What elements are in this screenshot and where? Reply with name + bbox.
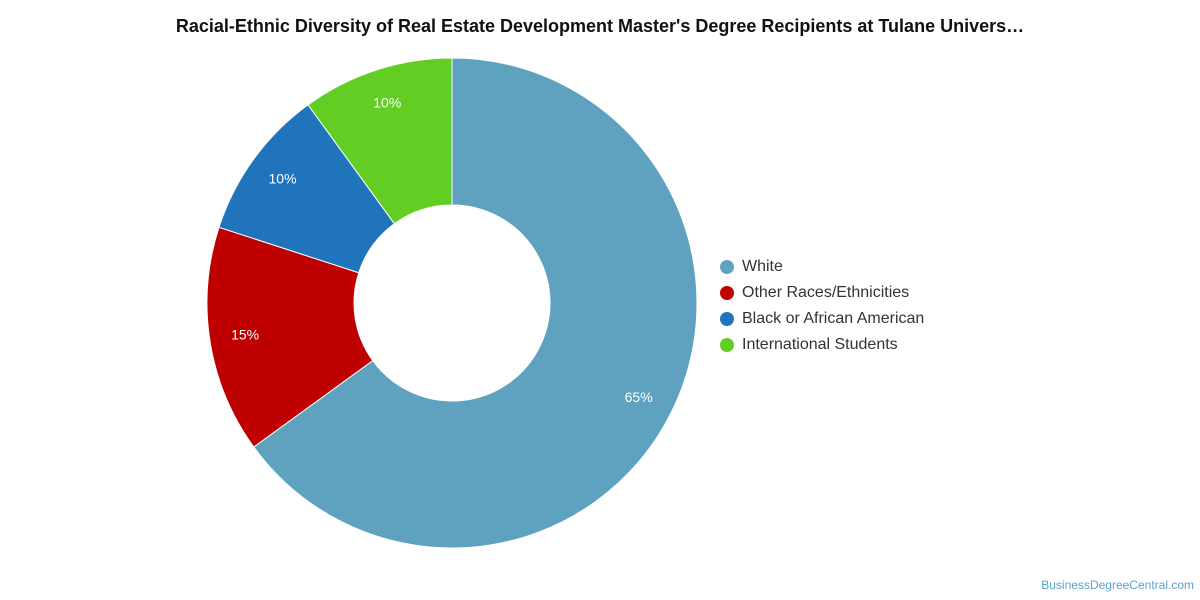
legend-label: Black or African American [742,310,925,327]
legend-item[interactable]: Other Races/Ethnicities [720,280,924,306]
slice-label: 10% [269,171,297,187]
slice-label: 10% [373,94,401,110]
legend-item[interactable]: Black or African American [720,306,924,332]
slice-label: 65% [625,389,653,405]
chart-title: Racial-Ethnic Diversity of Real Estate D… [175,16,1025,36]
legend: White Other Races/Ethnicities Black or Afr… [720,254,924,358]
legend-swatch-icon [720,260,734,274]
legend-label: White [742,258,783,275]
legend-swatch-icon [720,338,734,352]
watermark-link[interactable]: BusinessDegreeCentral.com [1041,578,1194,592]
slice-other-races-ethnicities[interactable] [206,226,374,448]
legend-label: Other Races/Ethnicities [742,284,910,301]
slice-white[interactable] [253,57,698,549]
slice-international-students[interactable] [307,57,453,225]
legend-swatch-icon [720,312,734,326]
legend-item[interactable]: White [720,254,924,280]
legend-item[interactable]: International Students [720,332,924,358]
legend-swatch-icon [720,286,734,300]
slice-label: 15% [231,326,259,342]
legend-label: International Students [742,336,898,353]
